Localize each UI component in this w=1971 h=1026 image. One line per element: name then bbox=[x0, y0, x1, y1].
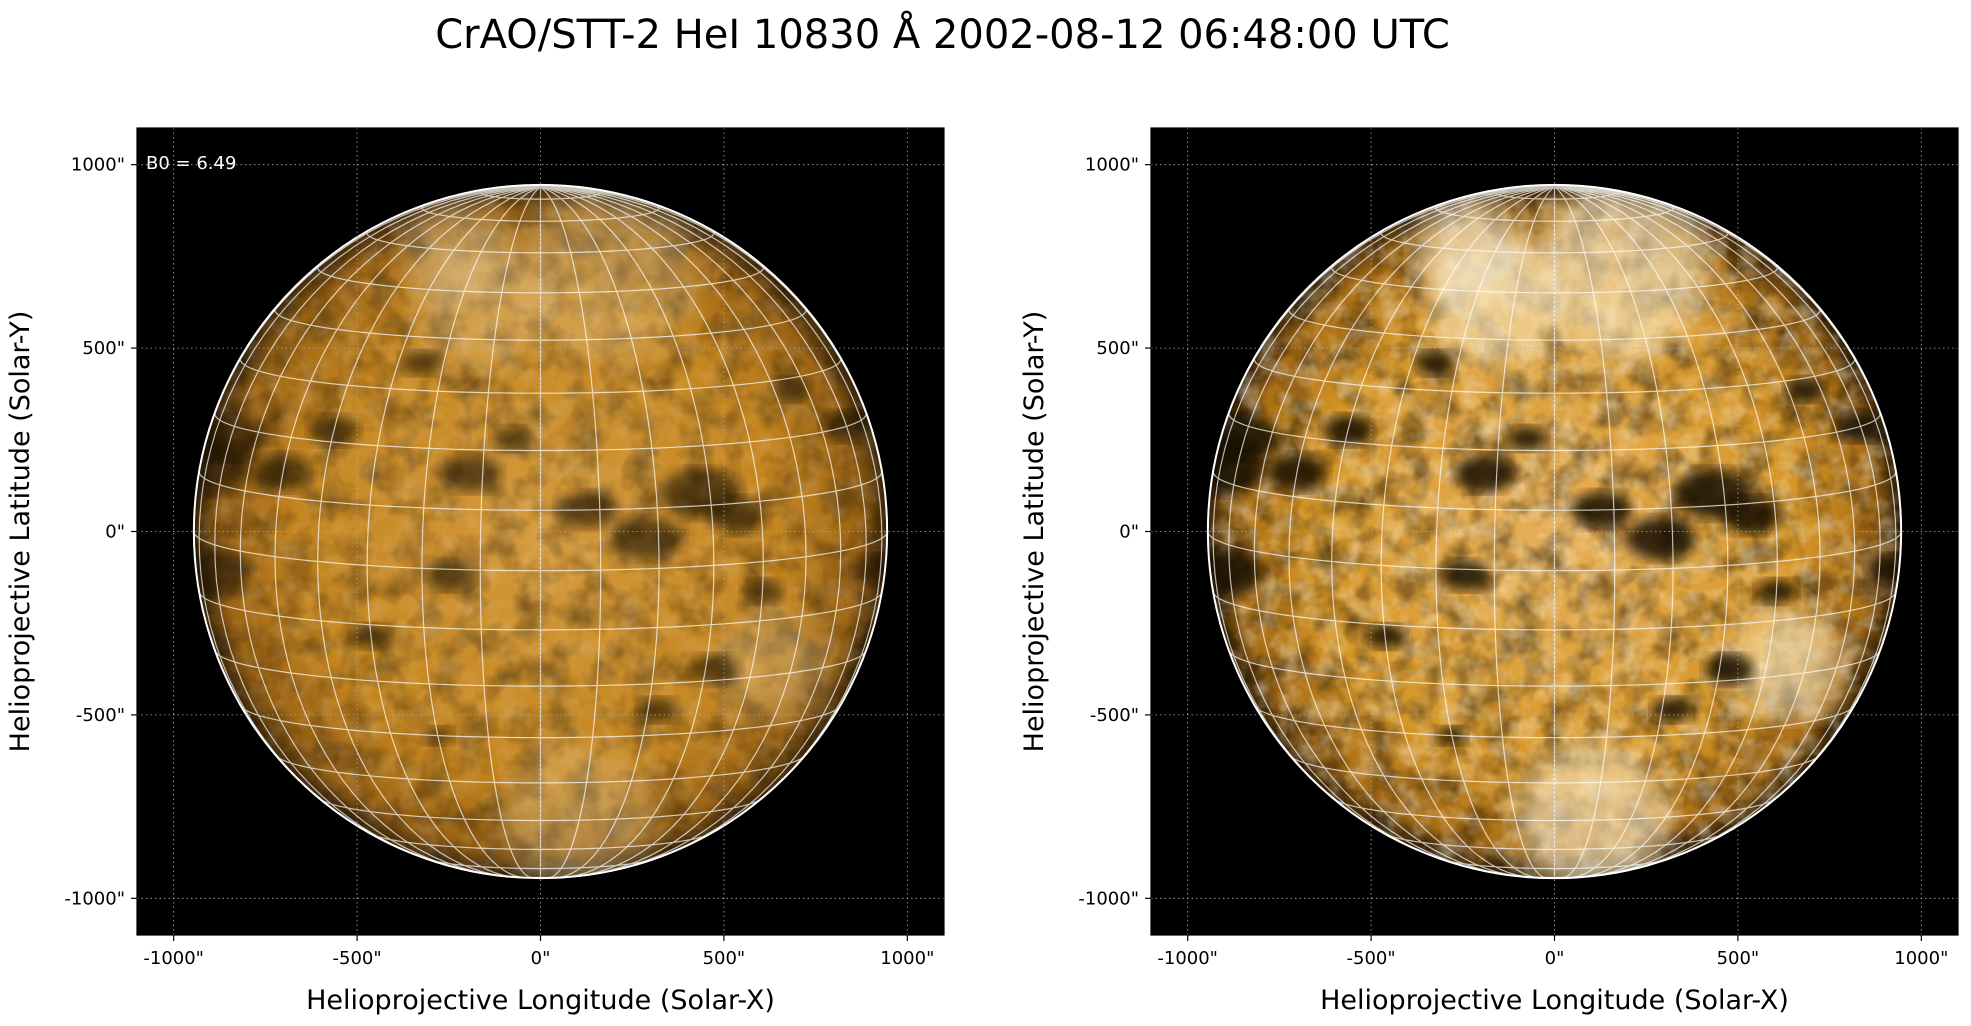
dark-filament-2 bbox=[1207, 547, 1263, 597]
y-tick-label: 1000" bbox=[1085, 155, 1139, 176]
dark-filament-7 bbox=[1506, 426, 1547, 451]
y-tick-label: -500" bbox=[76, 705, 125, 726]
dark-filament-2 bbox=[193, 547, 249, 597]
y-tick-label: -1000" bbox=[64, 888, 125, 909]
x-tick-label: -500" bbox=[1347, 948, 1396, 969]
dark-filament-5 bbox=[1439, 559, 1490, 591]
solar-limb bbox=[192, 183, 889, 880]
dark-filament-9 bbox=[1626, 517, 1697, 561]
longitude-line bbox=[421, 186, 541, 878]
longitude-line bbox=[540, 186, 867, 859]
x-tick-label: 0" bbox=[1545, 948, 1565, 969]
y-tick-label: 500" bbox=[1096, 338, 1139, 359]
x-tick-label: -500" bbox=[333, 948, 382, 969]
dark-filament-13 bbox=[690, 654, 741, 685]
longitude-line bbox=[1212, 186, 1555, 815]
dark-filament-11 bbox=[707, 496, 768, 534]
longitude-line bbox=[1554, 186, 1616, 879]
panel-left: -1000" -500" 0" 500" 1000" -1000" -500" 0" 500" 1… bbox=[5, 127, 945, 1016]
longitude-line bbox=[1331, 186, 1555, 877]
dark-filament-6 bbox=[1455, 454, 1516, 492]
x-tick-label: 500" bbox=[703, 948, 746, 969]
dark-filament-11 bbox=[1721, 496, 1782, 534]
y-tick-label: 0" bbox=[105, 522, 125, 543]
x-tick-label: 0" bbox=[531, 948, 551, 969]
longitude-line bbox=[1435, 186, 1555, 878]
longitude-line bbox=[1493, 186, 1555, 879]
longitude-line bbox=[214, 186, 541, 859]
dark-filament-6 bbox=[441, 454, 502, 492]
longitude-line bbox=[540, 186, 842, 870]
longitude-line bbox=[540, 186, 602, 879]
longitude-line bbox=[540, 186, 764, 877]
chart-title: CrAO/STT-2 HeI 10830 Å 2002-08-12 06:48:… bbox=[435, 12, 1450, 58]
x-axis-label: Helioprojective Longitude (Solar-X) bbox=[306, 985, 775, 1016]
b0-annotation: B0 = 6.49 bbox=[146, 153, 236, 174]
dark-filament-20 bbox=[400, 350, 441, 376]
longitude-line bbox=[1554, 186, 1897, 815]
longitude-line bbox=[1554, 186, 1778, 877]
x-tick-label: -1000" bbox=[1157, 948, 1218, 969]
longitude-line bbox=[1554, 186, 1856, 870]
longitude-line bbox=[540, 186, 883, 815]
x-tick-label: -1000" bbox=[143, 948, 204, 969]
longitude-line bbox=[1554, 186, 1729, 878]
longitude-line bbox=[366, 186, 541, 878]
dark-filament-5 bbox=[425, 559, 476, 591]
longitude-line bbox=[540, 186, 660, 878]
y-tick-label: -500" bbox=[1090, 705, 1139, 726]
solar-limb bbox=[1206, 183, 1903, 880]
dark-filament-19 bbox=[771, 377, 812, 402]
longitude-line bbox=[1380, 186, 1555, 878]
x-tick-label: 1000" bbox=[880, 948, 934, 969]
y-tick-label: 500" bbox=[82, 338, 125, 359]
y-tick-label: 0" bbox=[1119, 522, 1139, 543]
longitude-line bbox=[479, 186, 541, 879]
longitude-line bbox=[317, 186, 541, 877]
dark-filament-13 bbox=[1704, 654, 1755, 685]
y-axis-label: Helioprojective Latitude (Solar-Y) bbox=[1019, 311, 1050, 753]
longitude-line bbox=[1228, 186, 1555, 859]
longitude-line bbox=[1554, 186, 1674, 878]
dark-filament-14 bbox=[638, 697, 679, 723]
longitude-line bbox=[1554, 186, 1821, 875]
longitude-line bbox=[540, 186, 715, 878]
longitude-line bbox=[198, 186, 541, 815]
x-axis-label: Helioprojective Longitude (Solar-X) bbox=[1320, 985, 1789, 1016]
longitude-line bbox=[239, 186, 541, 870]
longitude-line bbox=[540, 186, 807, 875]
longitude-line bbox=[1253, 186, 1555, 870]
dark-filament-14 bbox=[1652, 697, 1693, 723]
longitude-line bbox=[274, 186, 541, 875]
x-tick-label: 1000" bbox=[1894, 948, 1948, 969]
dark-filament-19 bbox=[1785, 377, 1826, 402]
longitude-line bbox=[1288, 186, 1555, 875]
longitude-line bbox=[1554, 186, 1881, 859]
dark-filament-7 bbox=[492, 426, 533, 451]
y-tick-label: 1000" bbox=[71, 155, 125, 176]
dark-filament-20 bbox=[1414, 350, 1455, 376]
y-tick-label: -1000" bbox=[1078, 888, 1139, 909]
x-tick-label: 500" bbox=[1717, 948, 1760, 969]
y-axis-label: Helioprojective Latitude (Solar-Y) bbox=[5, 311, 36, 753]
panel-right: -1000" -500" 0" 500" 1000" -1000" -500" 0" 500" 1… bbox=[1019, 127, 1959, 1016]
dark-filament-9 bbox=[612, 517, 683, 561]
